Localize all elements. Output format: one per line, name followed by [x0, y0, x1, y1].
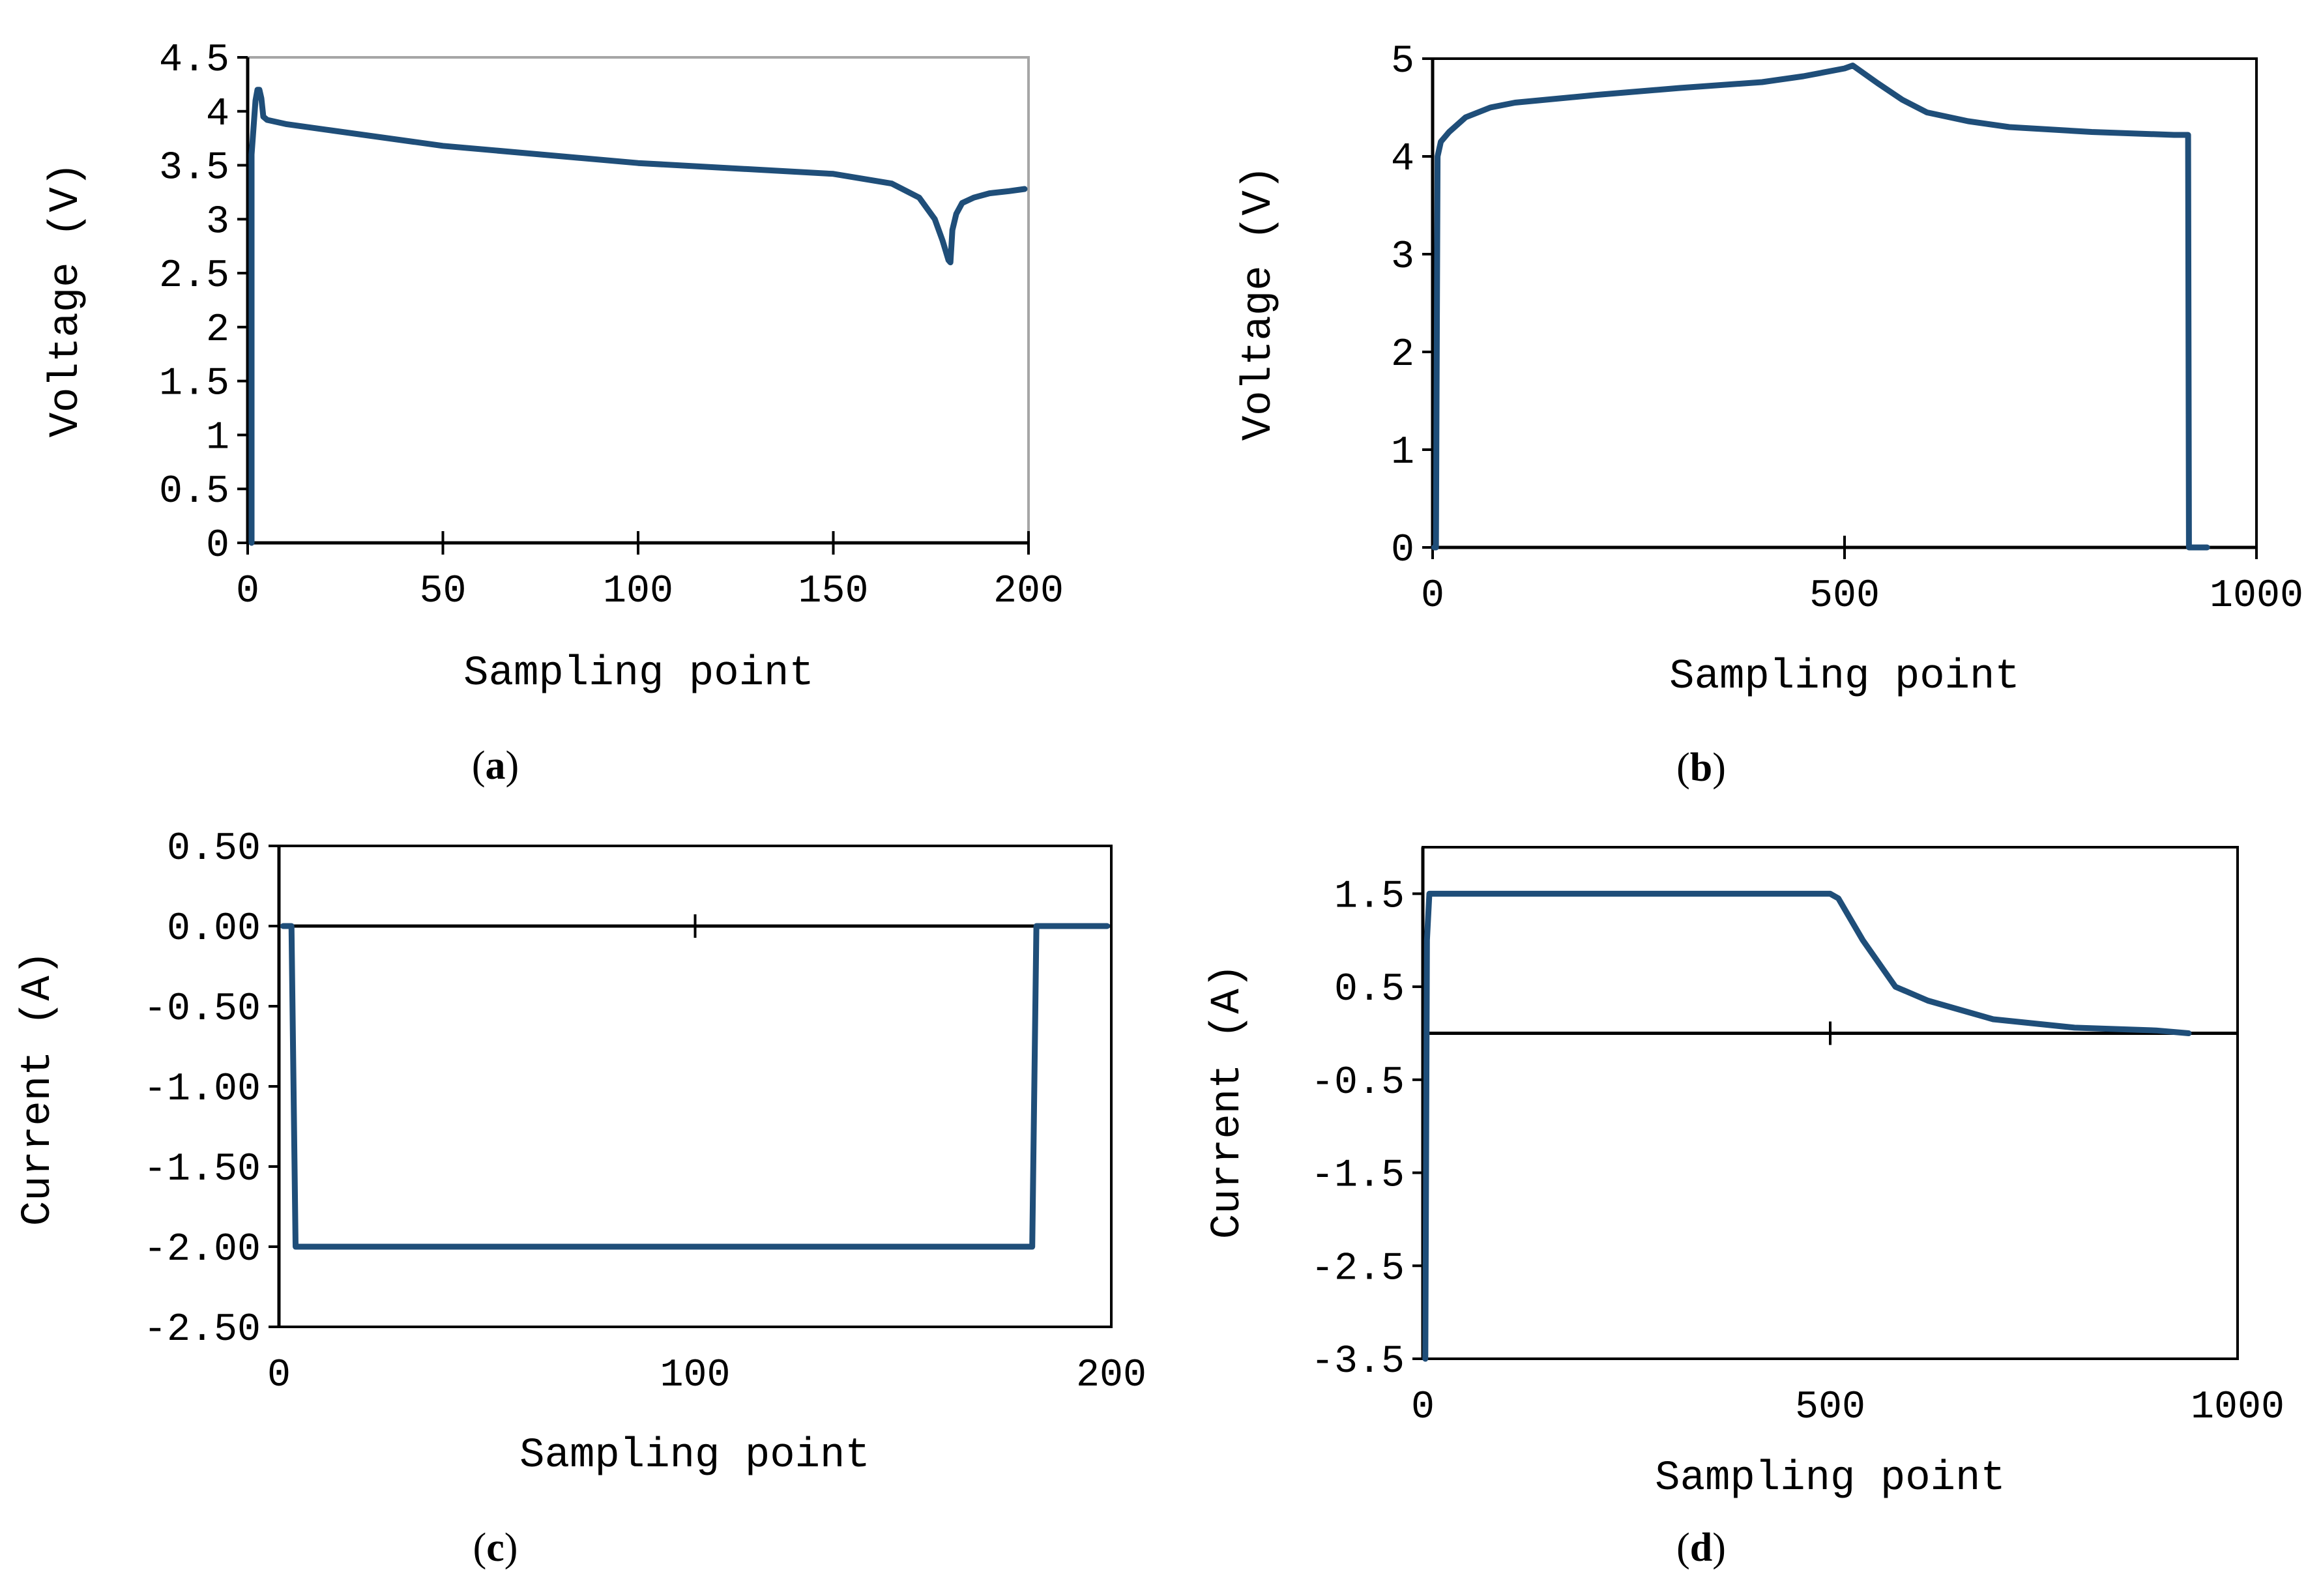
y-tick-label-b: 4	[1391, 138, 1414, 182]
x-tick-label-a: 200	[993, 570, 1064, 614]
y-tick-label-d: -1.5	[1311, 1154, 1405, 1198]
x-tick-label-c: 200	[1076, 1354, 1146, 1398]
y-tick-label-b: 0	[1391, 529, 1414, 573]
x-tick-label-a: 100	[603, 570, 673, 614]
chart-b: 0 500 1000 0 1 2 3 4 5 Sampling point Voltage (…	[1236, 40, 2303, 790]
x-tick-label-b: 1000	[2210, 574, 2303, 618]
chart-d: 0 500 1000 -3.5 -2.5 -1.5 -0.5 0.5 1.5 Sampling…	[1204, 846, 2285, 1570]
y-tick-label-a: 0	[206, 524, 229, 568]
y-tick-label-c: 0.00	[167, 907, 261, 951]
y-tick-label-c: 0.50	[167, 827, 261, 871]
y-tick-label-d: -3.5	[1311, 1340, 1405, 1384]
y-tick-label-a: 1	[206, 416, 229, 460]
x-tick-label-a: 150	[798, 570, 868, 614]
y-tick-label-a: 1.5	[159, 362, 229, 407]
y-tick-label-a: 2	[206, 308, 229, 353]
y-tick-label-b: 5	[1391, 40, 1414, 84]
x-tick-label-d: 1000	[2191, 1386, 2285, 1430]
y-tick-label-a: 4.5	[159, 38, 229, 83]
x-tick-label-d: 0	[1411, 1386, 1435, 1430]
x-tick-label-b: 500	[1809, 574, 1880, 618]
x-tick-label-c: 0	[267, 1354, 291, 1398]
y-tick-label-a: 3.5	[159, 147, 229, 191]
panel-letter-a: a	[486, 744, 506, 788]
y-tick-label-a: 4	[206, 93, 229, 137]
y-tick-label-c: -2.00	[143, 1228, 261, 1272]
x-axis-label-a: Sampling point	[463, 650, 814, 697]
y-tick-label-c: -2.50	[143, 1308, 261, 1352]
y-tick-label-d: -2.5	[1311, 1247, 1405, 1291]
y-tick-label-a: 2.5	[159, 254, 229, 298]
y-tick-label-c: -1.00	[143, 1067, 261, 1112]
plot-frame-d	[1422, 846, 2239, 1360]
y-tick-label-a: 0.5	[159, 470, 229, 514]
x-axis-label-d: Sampling point	[1655, 1455, 2006, 1502]
panel-label-d: (d)	[1676, 1526, 1726, 1570]
y-axis-label-a: Voltage (V)	[43, 162, 90, 437]
y-tick-label-a: 3	[206, 200, 229, 244]
x-axis-label-c: Sampling point	[519, 1432, 870, 1479]
series-line-b	[1431, 63, 2210, 551]
panel-letter-b: b	[1690, 746, 1712, 790]
series-line-c	[280, 923, 1111, 1250]
y-tick-label-b: 3	[1391, 235, 1414, 280]
series-line-a	[248, 87, 1028, 546]
x-tick-label-a: 0	[236, 570, 259, 614]
y-tick-label-d: 0.5	[1334, 968, 1405, 1012]
y-axis-label-d: Current (A)	[1204, 964, 1251, 1239]
y-tick-label-b: 1	[1391, 431, 1414, 475]
panel-letter-d: d	[1690, 1526, 1712, 1570]
x-tick-label-d: 500	[1795, 1386, 1865, 1430]
x-tick-label-a: 50	[419, 570, 466, 614]
panel-letter-c: c	[486, 1526, 504, 1570]
panel-label-b: (b)	[1676, 746, 1726, 790]
chart-c: 0 100 200 -2.50 -2.00 -1.50 -1.00 -0.50 0.00 0.5…	[15, 827, 1146, 1570]
series-line-d	[1422, 890, 2192, 1362]
y-tick-label-d: -0.5	[1311, 1061, 1405, 1105]
y-tick-label-b: 2	[1391, 333, 1414, 377]
y-tick-label-d: 1.5	[1334, 875, 1405, 919]
x-axis-label-b: Sampling point	[1669, 654, 2020, 701]
y-axis-label-b: Voltage (V)	[1236, 166, 1283, 441]
y-axis-label-c: Current (A)	[15, 951, 62, 1226]
panel-label-a: (a)	[472, 744, 519, 788]
chart-a: 0 50 100 150 200 0 0.5 1 1.5 2 2.5 3 3.5 4 4.5 Sampli…	[43, 38, 1064, 788]
y-tick-label-c: -1.50	[143, 1148, 261, 1192]
x-tick-label-c: 100	[660, 1354, 730, 1398]
x-tick-label-b: 0	[1421, 574, 1444, 618]
y-tick-label-c: -0.50	[143, 987, 261, 1032]
plot-frame-a	[246, 56, 1030, 544]
panel-label-c: (c)	[473, 1526, 518, 1570]
